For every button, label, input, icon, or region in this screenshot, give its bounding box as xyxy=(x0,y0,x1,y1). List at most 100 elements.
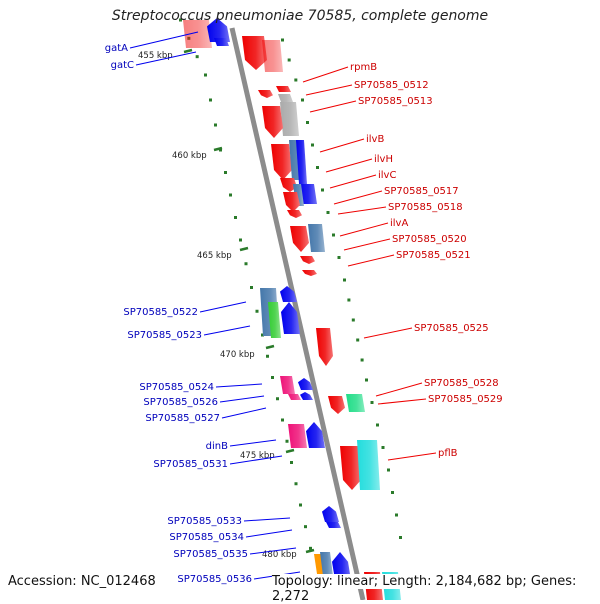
gene-label-right: SP70585_0512 xyxy=(354,80,429,91)
scale-track-right-dot xyxy=(287,58,291,62)
scale-track-right-dot xyxy=(294,78,298,82)
scale-track-left-dot xyxy=(304,525,307,529)
gene-block-dinB xyxy=(288,424,307,448)
gene-leader-left xyxy=(245,529,293,538)
gene-leader-right xyxy=(387,452,437,461)
gene-label-left: SP70585_0523 xyxy=(127,330,202,341)
scale-track-left-dot xyxy=(195,55,199,59)
scale-label: 480 kbp xyxy=(262,550,297,560)
gene-block-0523 xyxy=(281,302,300,334)
gene-block-0534 xyxy=(326,522,341,528)
gene-block-rpmB xyxy=(276,86,291,92)
scale-track-left-dot xyxy=(219,148,222,152)
scale-track-right-dot xyxy=(351,318,355,322)
gene-label-left: SP70585_0524 xyxy=(139,382,214,393)
gene-leader-right xyxy=(333,190,383,205)
scale-track-right-dot xyxy=(281,38,284,42)
gene-block-ilvH-inner xyxy=(296,140,307,184)
scale-tick xyxy=(183,48,193,54)
scale-track-right-dot xyxy=(387,468,390,472)
gene-label-right: SP70585_0529 xyxy=(428,394,503,405)
gene-leader-left xyxy=(229,439,277,447)
gene-block-0536 xyxy=(332,552,351,580)
scale-track-right-dot xyxy=(306,121,309,124)
gene-block-gatC xyxy=(214,38,229,46)
gene-label-left: SP70585_0527 xyxy=(145,413,220,424)
gene-leader-right xyxy=(325,158,373,173)
gene-label-left: gatC xyxy=(111,60,134,71)
gene-leader-left xyxy=(129,31,199,49)
scale-track-left-dot xyxy=(209,98,212,102)
gene-leader-right xyxy=(363,327,413,339)
gene-label-left: SP70585_0536 xyxy=(177,574,252,585)
map-title: Streptococcus pneumoniae 70585, complete… xyxy=(111,8,489,24)
gene-label-right: SP70585_0521 xyxy=(396,250,471,261)
gene-leader-left xyxy=(229,455,283,465)
gene-block-0520 xyxy=(308,224,325,252)
scale-track-left-dot xyxy=(224,171,227,174)
scale-track-left-dot xyxy=(261,333,264,337)
gene-block-0521-tip xyxy=(302,270,317,276)
scale-track-right-dot xyxy=(395,513,398,517)
scale-track-left-dot xyxy=(250,286,253,289)
gene-leader-right xyxy=(319,138,365,153)
gene-block-0513 xyxy=(280,102,299,136)
gene-leader-left xyxy=(203,325,251,336)
scale-track-left-dot xyxy=(214,123,217,127)
scale-track-right-dot xyxy=(311,143,314,147)
scale-track-left-dot xyxy=(309,546,312,550)
gene-label-left: gatA xyxy=(105,43,128,54)
scale-track-left-dot xyxy=(285,439,289,443)
gene-leader-right xyxy=(343,238,391,251)
gene-leader-left xyxy=(221,407,267,419)
gene-block-gatA xyxy=(207,18,230,42)
scale-track-right-dot xyxy=(326,211,330,214)
scale-tick xyxy=(213,146,223,152)
scale-track-right-dot xyxy=(370,401,374,404)
scale-label: 460 kbp xyxy=(172,151,207,161)
gene-label-left: dinB xyxy=(206,441,228,452)
scale-label: 465 kbp xyxy=(197,251,232,261)
gene-block-rpmB-main xyxy=(242,36,267,70)
scale-track-left-dot xyxy=(239,238,242,242)
gene-block-0513-red xyxy=(262,106,283,138)
scale-track-left-dot xyxy=(255,309,259,313)
gene-block-pflB-cyan xyxy=(357,440,380,490)
scale-label: 455 kbp xyxy=(138,51,173,61)
gene-label-right: ilvA xyxy=(390,218,408,229)
scale-track-right-dot xyxy=(356,338,360,342)
gene-block-0524 xyxy=(280,376,295,394)
gene-block-rpmB-light xyxy=(262,40,283,72)
gene-block-0525 xyxy=(316,328,333,366)
scale-track-left-dot xyxy=(179,18,182,22)
gene-block-0531 xyxy=(306,422,325,448)
scale-track-left-dot xyxy=(281,418,284,422)
scale-track-right-dot xyxy=(391,491,394,494)
gene-label-left: SP70585_0526 xyxy=(143,397,218,408)
gene-block-0512 xyxy=(278,94,293,102)
gene-leader-right xyxy=(337,206,387,215)
scale-track-left-dot xyxy=(271,376,274,379)
gene-label-left: SP70585_0522 xyxy=(123,307,198,318)
scale-track-right-dot xyxy=(381,446,385,449)
scale-tick xyxy=(239,246,249,252)
gene-label-right: SP70585_0528 xyxy=(424,378,499,389)
gene-leader-right xyxy=(302,66,349,83)
gene-label-right: ilvH xyxy=(374,154,393,165)
gene-label-right: SP70585_0517 xyxy=(384,186,459,197)
scale-track-right-dot xyxy=(301,98,304,102)
gene-leader-right xyxy=(309,100,357,113)
gene-label-right: rpmB xyxy=(350,62,377,73)
scale-label: 470 kbp xyxy=(220,350,255,360)
scale-tick xyxy=(265,344,275,350)
gene-block-0528 xyxy=(328,396,345,414)
gene-block-pflB xyxy=(340,446,361,490)
gene-label-left: SP70585_0535 xyxy=(173,549,248,560)
gene-leader-left xyxy=(219,395,265,403)
gene-block-0524-blue xyxy=(298,378,313,390)
gene-leader-left xyxy=(243,517,291,522)
scale-track-right-dot xyxy=(332,233,335,237)
scale-track-right-dot xyxy=(321,188,324,192)
